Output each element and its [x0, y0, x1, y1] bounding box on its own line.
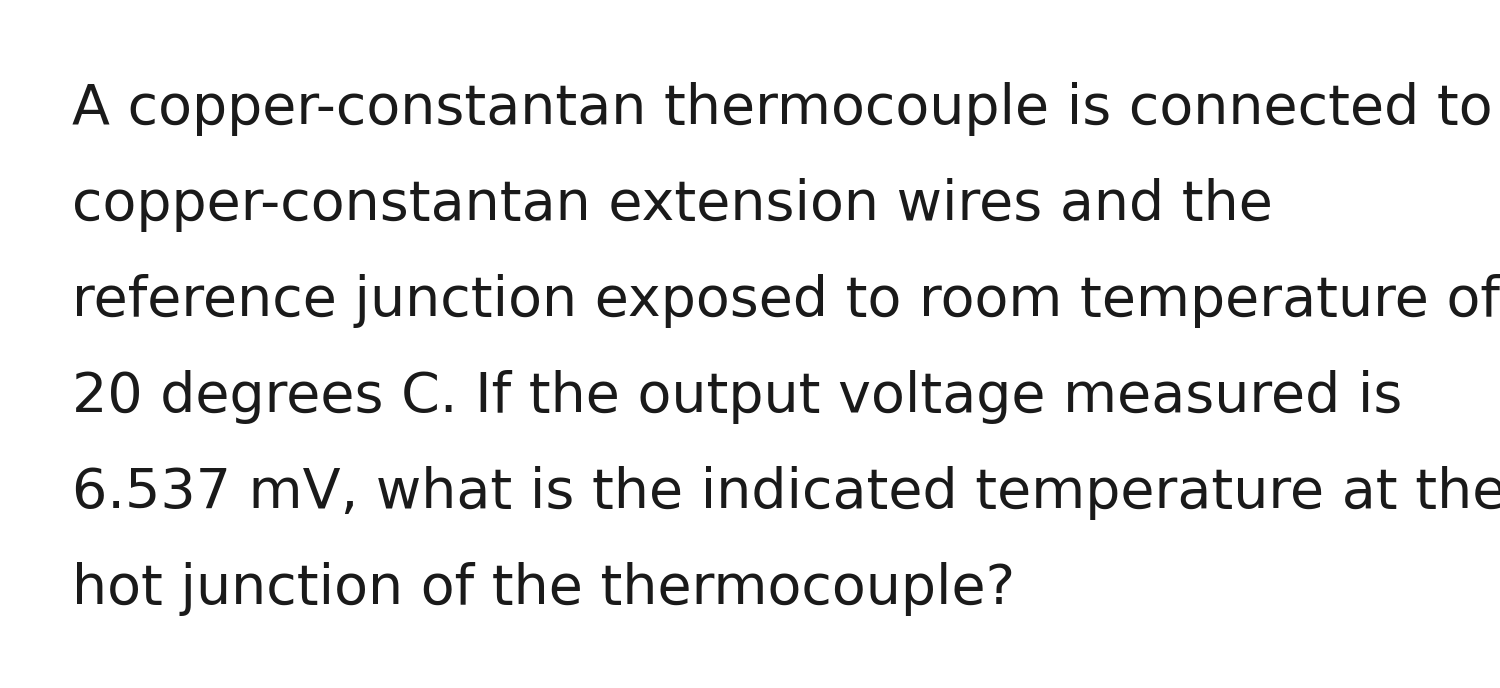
Text: 6.537 mV, what is the indicated temperature at the: 6.537 mV, what is the indicated temperat…	[72, 466, 1500, 520]
Text: A copper-constantan thermocouple is connected to: A copper-constantan thermocouple is conn…	[72, 82, 1492, 136]
Text: reference junction exposed to room temperature of: reference junction exposed to room tempe…	[72, 274, 1500, 328]
Text: 20 degrees C. If the output voltage measured is: 20 degrees C. If the output voltage meas…	[72, 370, 1402, 424]
Text: copper-constantan extension wires and the: copper-constantan extension wires and th…	[72, 178, 1274, 232]
Text: hot junction of the thermocouple?: hot junction of the thermocouple?	[72, 562, 1016, 616]
